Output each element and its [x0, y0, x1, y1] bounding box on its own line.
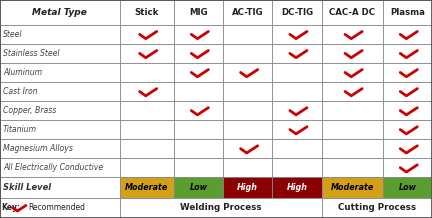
Bar — [322, 0, 383, 25]
Text: Magnesium Alloys: Magnesium Alloys — [3, 144, 73, 153]
Text: Moderate: Moderate — [330, 183, 374, 192]
Text: MIG: MIG — [189, 8, 208, 17]
Bar — [383, 158, 432, 177]
Text: CAC-A DC: CAC-A DC — [329, 8, 375, 17]
Bar — [120, 0, 174, 25]
Bar — [174, 177, 223, 198]
Bar — [223, 101, 272, 120]
Bar — [0, 0, 120, 25]
Bar — [174, 139, 223, 158]
Bar — [322, 120, 383, 139]
Bar — [120, 82, 174, 101]
Bar — [272, 158, 322, 177]
Bar — [0, 198, 120, 218]
Bar — [0, 120, 120, 139]
Bar — [322, 63, 383, 82]
Bar — [223, 44, 272, 63]
Bar — [272, 44, 322, 63]
Bar — [272, 101, 322, 120]
Bar — [174, 120, 223, 139]
Text: Recommended: Recommended — [28, 203, 85, 212]
Text: Stainless Steel: Stainless Steel — [3, 49, 60, 58]
Bar — [174, 158, 223, 177]
Bar — [322, 25, 383, 44]
Text: Aluminum: Aluminum — [3, 68, 42, 77]
Text: All Electrically Conductive: All Electrically Conductive — [3, 164, 103, 172]
Bar — [0, 25, 120, 44]
Bar — [223, 139, 272, 158]
Bar — [120, 120, 174, 139]
Bar — [174, 82, 223, 101]
Bar — [174, 44, 223, 63]
Bar — [383, 177, 432, 198]
Bar — [383, 0, 432, 25]
Bar — [272, 63, 322, 82]
Text: Low: Low — [189, 183, 207, 192]
Text: Plasma: Plasma — [390, 8, 425, 17]
Text: Moderate: Moderate — [125, 183, 168, 192]
Bar — [223, 0, 272, 25]
Bar — [0, 63, 120, 82]
Bar — [0, 177, 120, 198]
Text: High: High — [237, 183, 258, 192]
Bar — [322, 82, 383, 101]
Bar — [272, 82, 322, 101]
Bar — [120, 101, 174, 120]
Bar — [223, 158, 272, 177]
Text: Cast Iron: Cast Iron — [3, 87, 38, 96]
Text: Welding Process: Welding Process — [180, 203, 261, 212]
Bar — [223, 63, 272, 82]
Bar — [322, 158, 383, 177]
Bar — [120, 44, 174, 63]
Text: Key:: Key: — [2, 203, 21, 212]
Bar — [223, 177, 272, 198]
Bar — [383, 25, 432, 44]
Text: Steel: Steel — [3, 30, 22, 39]
Text: Metal Type: Metal Type — [32, 8, 87, 17]
Text: Copper, Brass: Copper, Brass — [3, 106, 56, 115]
Bar — [383, 120, 432, 139]
Bar — [383, 101, 432, 120]
Bar — [322, 139, 383, 158]
Bar — [223, 82, 272, 101]
Bar — [383, 63, 432, 82]
Bar — [272, 139, 322, 158]
Bar — [174, 0, 223, 25]
Bar — [120, 198, 322, 218]
Bar — [383, 44, 432, 63]
Bar — [383, 139, 432, 158]
Bar — [322, 177, 383, 198]
Bar — [322, 101, 383, 120]
Text: High: High — [286, 183, 308, 192]
Bar — [174, 101, 223, 120]
Bar — [0, 44, 120, 63]
Bar — [120, 63, 174, 82]
Bar — [120, 139, 174, 158]
Bar — [322, 198, 432, 218]
Bar — [272, 120, 322, 139]
Text: Low: Low — [398, 183, 416, 192]
Text: Titanium: Titanium — [3, 125, 37, 134]
Bar — [223, 25, 272, 44]
Bar — [0, 82, 120, 101]
Bar — [223, 120, 272, 139]
Text: Stick: Stick — [134, 8, 159, 17]
Bar — [383, 82, 432, 101]
Text: AC-TIG: AC-TIG — [232, 8, 264, 17]
Bar — [272, 177, 322, 198]
Bar — [120, 177, 174, 198]
Bar — [272, 25, 322, 44]
Bar — [120, 158, 174, 177]
Text: Cutting Process: Cutting Process — [338, 203, 416, 212]
Bar — [322, 44, 383, 63]
Bar — [0, 158, 120, 177]
Bar — [0, 101, 120, 120]
Bar — [272, 0, 322, 25]
Bar — [174, 25, 223, 44]
Bar — [0, 139, 120, 158]
Text: DC-TIG: DC-TIG — [281, 8, 313, 17]
Bar — [120, 25, 174, 44]
Bar — [174, 63, 223, 82]
Text: Skill Level: Skill Level — [3, 183, 51, 192]
